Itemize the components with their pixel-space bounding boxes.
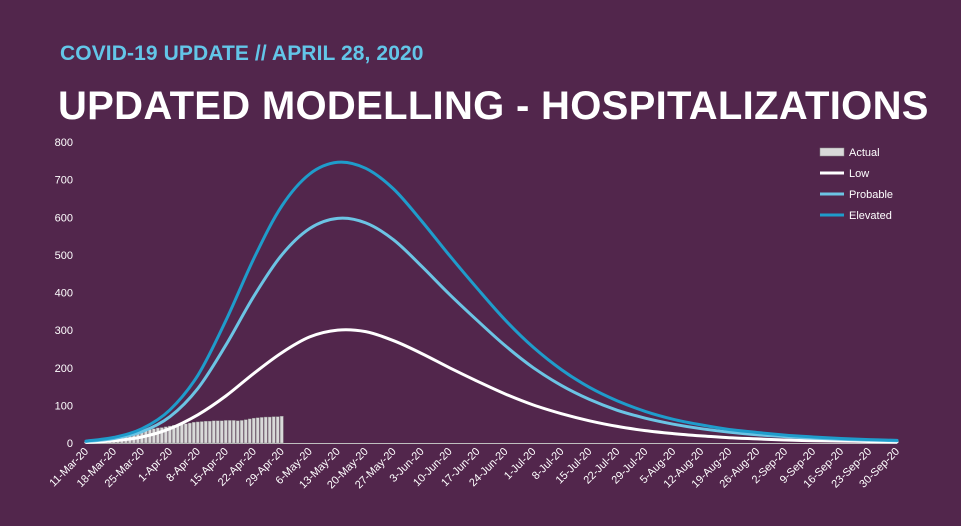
actual-bar [188,422,192,444]
actual-bar [184,423,188,444]
series-line-probable [84,216,899,443]
legend-swatch-actual [819,147,845,157]
actual-bar [232,420,236,444]
y-tick-label: 200 [55,363,73,375]
y-tick-label: 800 [55,137,73,149]
actual-bar [196,421,200,444]
actual-bar [240,420,244,444]
y-tick-label: 300 [55,325,73,337]
actual-bar [224,420,228,444]
actual-bar [156,427,160,444]
actual-bar [251,417,256,444]
actual-bar [247,418,252,444]
series-line-elevated [84,160,899,443]
legend-label-actual: Actual [849,147,880,159]
actual-bar [216,420,220,444]
actual-bar [271,416,276,444]
series-line-low [84,328,899,444]
actual-bar [275,416,280,444]
actual-bar [200,421,204,444]
actual-bar [208,420,212,444]
y-tick-label: 500 [55,250,73,262]
y-tick-label: 700 [55,175,73,187]
actual-bar [279,416,284,444]
actual-bar [180,423,184,444]
actual-bar [160,427,164,444]
actual-bar [255,417,260,444]
y-tick-label: 400 [55,288,73,300]
legend-label-low: Low [849,168,869,180]
actual-bar [168,425,172,444]
actual-bar [228,420,232,444]
legend-label-elevated: Elevated [849,210,892,222]
page-title: UPDATED MODELLING - HOSPITALIZATIONS [58,84,929,128]
actual-bar [212,420,216,444]
actual-bar [220,420,224,444]
y-tick-label: 100 [55,400,73,412]
actual-bar [259,417,264,444]
update-subtitle: COVID-19 UPDATE // APRIL 28, 2020 [60,42,424,65]
actual-bar [204,420,208,444]
y-tick-label: 600 [55,212,73,224]
actual-bar [263,416,268,444]
actual-bar [192,422,196,444]
y-tick-label: 0 [67,438,73,450]
actual-bar [164,426,168,444]
actual-bar [172,425,176,444]
actual-bar [244,419,248,444]
actual-bar [267,416,272,444]
legend-label-probable: Probable [849,189,893,201]
actual-bar [236,420,240,444]
